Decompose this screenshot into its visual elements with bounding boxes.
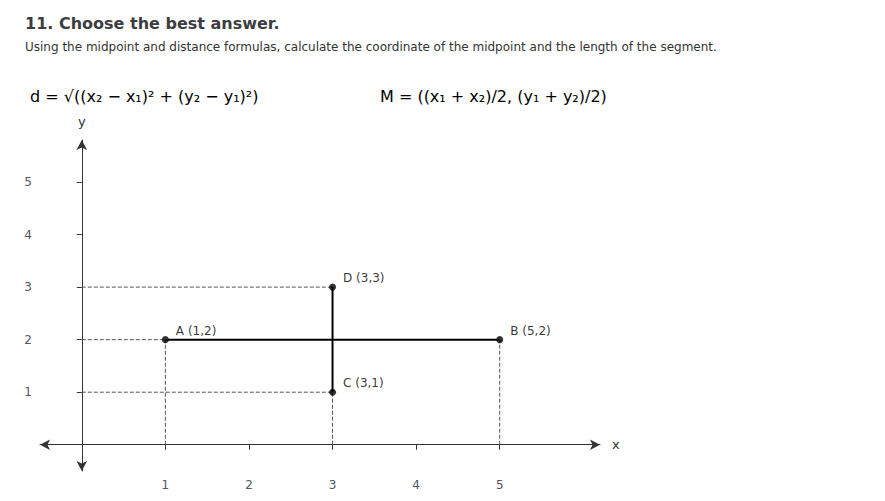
svg-text:3: 3 xyxy=(329,478,337,492)
svg-text:2: 2 xyxy=(24,333,32,347)
svg-text:Using the midpoint and distanc: Using the midpoint and distance formulas… xyxy=(25,40,717,54)
svg-text:2: 2 xyxy=(245,478,253,492)
svg-text:x: x xyxy=(612,437,620,452)
svg-text:B (5,2): B (5,2) xyxy=(510,324,551,338)
svg-text:4: 4 xyxy=(24,228,32,242)
svg-text:3: 3 xyxy=(24,280,32,294)
svg-text:A (1,2): A (1,2) xyxy=(176,324,216,338)
svg-text:d = √((x₂ − x₁)² + (y₂ − y₁)²): d = √((x₂ − x₁)² + (y₂ − y₁)²) xyxy=(30,87,258,106)
svg-text:4: 4 xyxy=(412,478,420,492)
svg-text:1: 1 xyxy=(24,385,32,399)
svg-text:5: 5 xyxy=(24,175,32,189)
svg-text:D (3,3): D (3,3) xyxy=(343,271,385,285)
svg-text:5: 5 xyxy=(496,478,504,492)
svg-text:M = ((x₁ + x₂)/2, (y₁ + y₂)/2): M = ((x₁ + x₂)/2, (y₁ + y₂)/2) xyxy=(380,87,607,106)
svg-text:C (3,1): C (3,1) xyxy=(343,376,384,390)
svg-text:11. Choose the best answer.: 11. Choose the best answer. xyxy=(25,14,280,33)
svg-text:1: 1 xyxy=(162,478,170,492)
svg-text:y: y xyxy=(78,114,86,129)
